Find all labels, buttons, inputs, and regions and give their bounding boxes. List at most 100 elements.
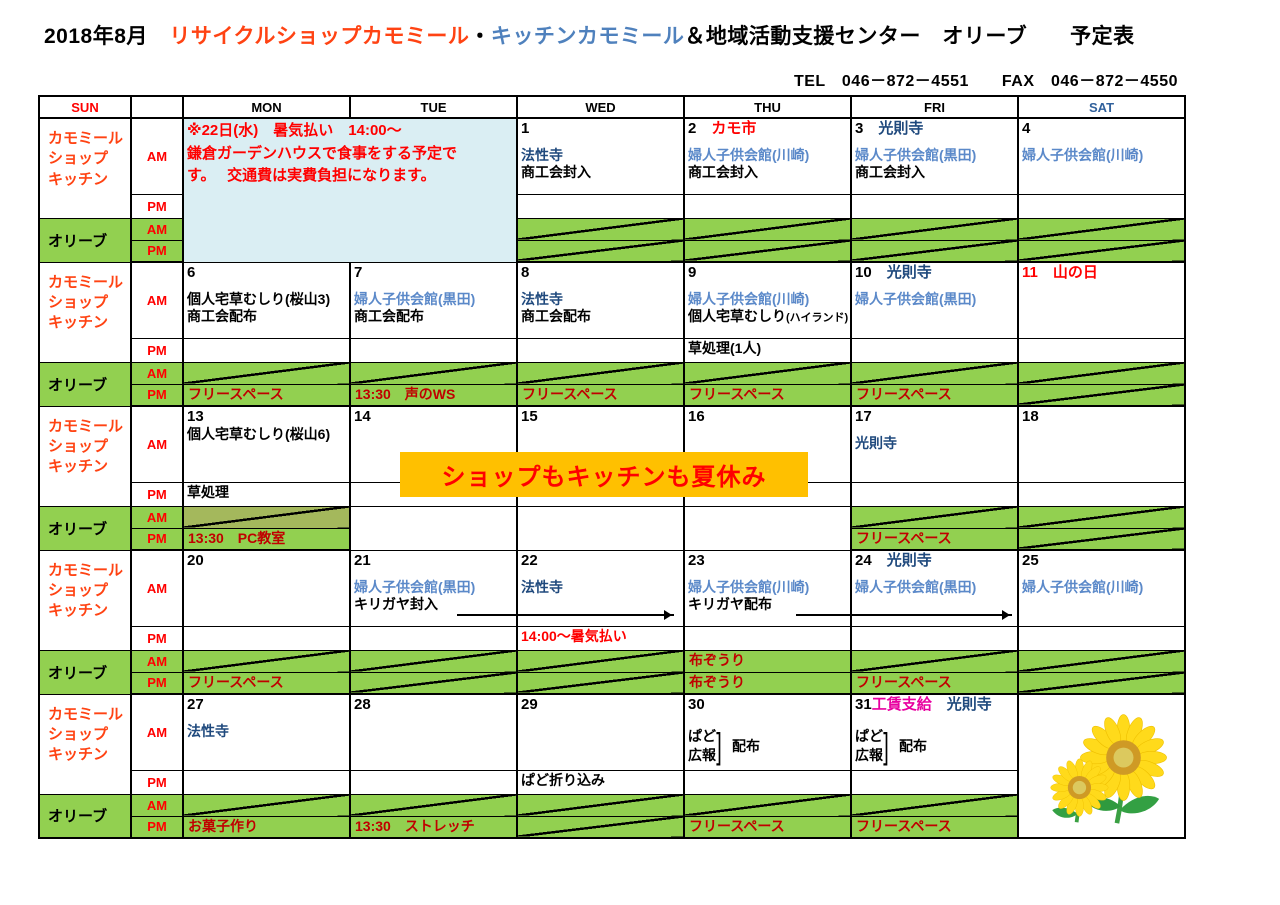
cell-w5-olive-am-mon bbox=[182, 793, 351, 817]
header-row: SUN MON TUE WED THU FRI SAT bbox=[38, 95, 1186, 119]
cell-w5-olive-am-fri bbox=[850, 793, 1019, 817]
cell-text: 法性寺 bbox=[187, 723, 229, 740]
cell-line: 2 カモ市 bbox=[688, 120, 847, 138]
cell-w4-shop-pm-sat bbox=[1017, 625, 1186, 651]
cell-w3-olive-am-fri bbox=[850, 505, 1019, 529]
row-label-olive: オリーブ bbox=[38, 793, 132, 839]
bracket-line: 広報 bbox=[688, 747, 716, 764]
cell-w5-olive-am-wed bbox=[516, 793, 685, 817]
row-label-line: ショップ bbox=[48, 581, 109, 599]
day-header-sun: SUN bbox=[38, 95, 132, 119]
cell-w4-shop-am-wed: 22 法性寺 bbox=[516, 549, 685, 627]
cell-text: 商工会封入 bbox=[688, 164, 758, 181]
cell-line: フリースペース bbox=[522, 386, 679, 402]
cell-line: 個人宅草むしり(桜山6) bbox=[187, 426, 346, 443]
cell-text: 11 山の日 bbox=[1022, 264, 1098, 281]
cell-w2-shop-am-wed: 8 法性寺 商工会配布 bbox=[516, 261, 685, 339]
cell-w4-olive-pm-sat bbox=[1017, 671, 1186, 695]
cell-w4-olive-am-mon bbox=[182, 649, 351, 673]
cell-text: 工賃支給 bbox=[871, 696, 932, 713]
week2-row-shop-pm: PM 草処理(1人) bbox=[39, 337, 1186, 363]
cell-w3-olive-am-thu bbox=[683, 505, 852, 551]
cell-line: 個人宅草むしり(ハイランド) bbox=[688, 308, 848, 325]
cell-text: 布ぞうり bbox=[689, 674, 745, 691]
cell-line: 6 bbox=[187, 264, 346, 282]
cell-w3-shop-pm-sat bbox=[1017, 481, 1186, 507]
cell-w5-shop-pm-tue bbox=[349, 769, 518, 795]
bracket-stack: ぱど 広報 bbox=[855, 727, 883, 765]
cell-text: 20 bbox=[187, 552, 204, 569]
cell-w2-olive-pm-fri: フリースペース bbox=[850, 383, 1019, 407]
cell-line: 商工会封入 bbox=[855, 164, 1014, 181]
cell-w1-shop-pm-fri bbox=[850, 193, 1019, 219]
line-gap bbox=[521, 570, 680, 579]
line-gap bbox=[1022, 138, 1181, 147]
cell-text: 31 bbox=[855, 696, 872, 713]
day-header-sat: SAT bbox=[1017, 95, 1186, 119]
calendar-table-container: SUN MON TUE WED THU FRI SAT カモミール ショップ キッチン AM ※22日… bbox=[38, 95, 1186, 839]
day-header-wed: WED bbox=[516, 95, 685, 119]
row-label-line: ショップ bbox=[48, 437, 109, 455]
cell-w1-olive-am-wed bbox=[516, 217, 685, 241]
pm-label: PM bbox=[130, 769, 184, 795]
cell-w5-shop-pm-fri bbox=[850, 769, 1019, 795]
pm-label: PM bbox=[130, 383, 184, 407]
cell-w2-shop-pm-wed bbox=[516, 337, 685, 363]
cell-line: 28 bbox=[354, 696, 513, 714]
week1-row-olive-am: オリーブ AM bbox=[38, 217, 1186, 263]
row-label-line: キッチン bbox=[48, 458, 109, 475]
pm-label: PM bbox=[130, 239, 184, 263]
row-label-chamomile: カモミールショップキッチン bbox=[38, 405, 132, 507]
row-label-line: カモミール bbox=[48, 705, 124, 723]
cell-w4-olive-pm-wed bbox=[516, 671, 685, 695]
cell-text: 婦人子供会館(川崎) bbox=[688, 147, 810, 164]
cell-text: 草処理 bbox=[187, 483, 229, 500]
am-label: AM bbox=[130, 261, 184, 339]
title-suffix: ＆地域活動支援センター オリーブ 予定表 bbox=[684, 25, 1135, 48]
cell-text: フリースペース bbox=[188, 674, 284, 691]
row-label-chamomile: カモミール ショップ キッチン bbox=[38, 117, 132, 219]
cell-w3-olive-pm-sat bbox=[1017, 527, 1186, 551]
line-gap bbox=[521, 282, 680, 291]
cell-text: 婦人子供会館(川崎) bbox=[688, 291, 810, 308]
cell-text: 法性寺 bbox=[521, 291, 563, 308]
cell-line: 1 bbox=[521, 120, 680, 138]
cell-text: 28 bbox=[354, 696, 371, 713]
page-title: 2018年8月 リサイクルショップカモミール・キッチンカモミール＆地域活動支援セ… bbox=[44, 20, 1135, 50]
line-gap bbox=[855, 138, 1014, 147]
row-label-chamomile: カモミール ショップ キッチン bbox=[38, 261, 132, 363]
cell-w2-shop-pm-thu: 草処理(1人) bbox=[683, 337, 852, 363]
cell-line: 18 bbox=[1022, 408, 1181, 426]
am-label: AM bbox=[130, 505, 184, 529]
cell-w1-shop-am-wed: 1 法性寺 商工会封入 bbox=[516, 117, 685, 195]
cell-w2-shop-am-thu: 9 婦人子供会館(川崎) 個人宅草むしり(ハイランド) bbox=[683, 261, 852, 339]
cell-text: ※22日(水) 暑気払い 14:00～ bbox=[187, 122, 402, 139]
cell-text: 6 bbox=[187, 263, 196, 281]
row-label-line: ショップ bbox=[48, 293, 109, 311]
cell-text: 21 bbox=[354, 551, 371, 569]
title-recycle-shop: リサイクルショップカモミール bbox=[169, 25, 470, 48]
cell-w1-shop-am-fri: 3 光則寺 婦人子供会館(黒田) 商工会封入 bbox=[850, 117, 1019, 195]
cell-line: 13:30 PC教室 bbox=[188, 530, 345, 546]
cell-text: フリースペース bbox=[856, 818, 952, 835]
row-label-line: カモミール bbox=[48, 417, 124, 435]
cell-line: 14:00～暑気払い bbox=[521, 628, 680, 645]
cell-w4-olive-am-sat bbox=[1017, 649, 1186, 673]
cell-text: キリガヤ封入 bbox=[354, 595, 438, 612]
cell-text: 商工会配布 bbox=[521, 308, 591, 325]
bracket-line: ぱど bbox=[855, 728, 883, 745]
line-gap bbox=[688, 282, 847, 291]
row-label-line: ショップ bbox=[48, 150, 109, 168]
cell-text: 8 bbox=[521, 264, 530, 281]
cell-line: フリースペース bbox=[856, 530, 1013, 546]
week5-row-shop-am: カモミール ショップ キッチン AM 27 法性寺 28 29 30 ぱど 広報] 配布 31工賃支給 … bbox=[38, 693, 1186, 839]
cell-line: 婦人子供会館(川崎) bbox=[688, 147, 847, 164]
cell-w3-olive-am-wed bbox=[516, 505, 685, 551]
cell-w2-olive-pm-mon: フリースペース bbox=[182, 383, 351, 407]
week4-row-olive-pm: PM フリースペース 布ぞうり フリースペース bbox=[39, 671, 1186, 695]
cell-line: 布ぞうり bbox=[689, 674, 846, 691]
cell-w1-shop-am-thu: 2 カモ市婦人子供会館(川崎) 商工会封入 bbox=[683, 117, 852, 195]
cell-w5-olive-pm-thu: フリースペース bbox=[683, 815, 852, 839]
cell-text: 商工会封入 bbox=[521, 164, 591, 181]
cell-w5-shop-am-fri: 31工賃支給 光則寺 ぱど 広報] 配布 bbox=[850, 693, 1019, 771]
